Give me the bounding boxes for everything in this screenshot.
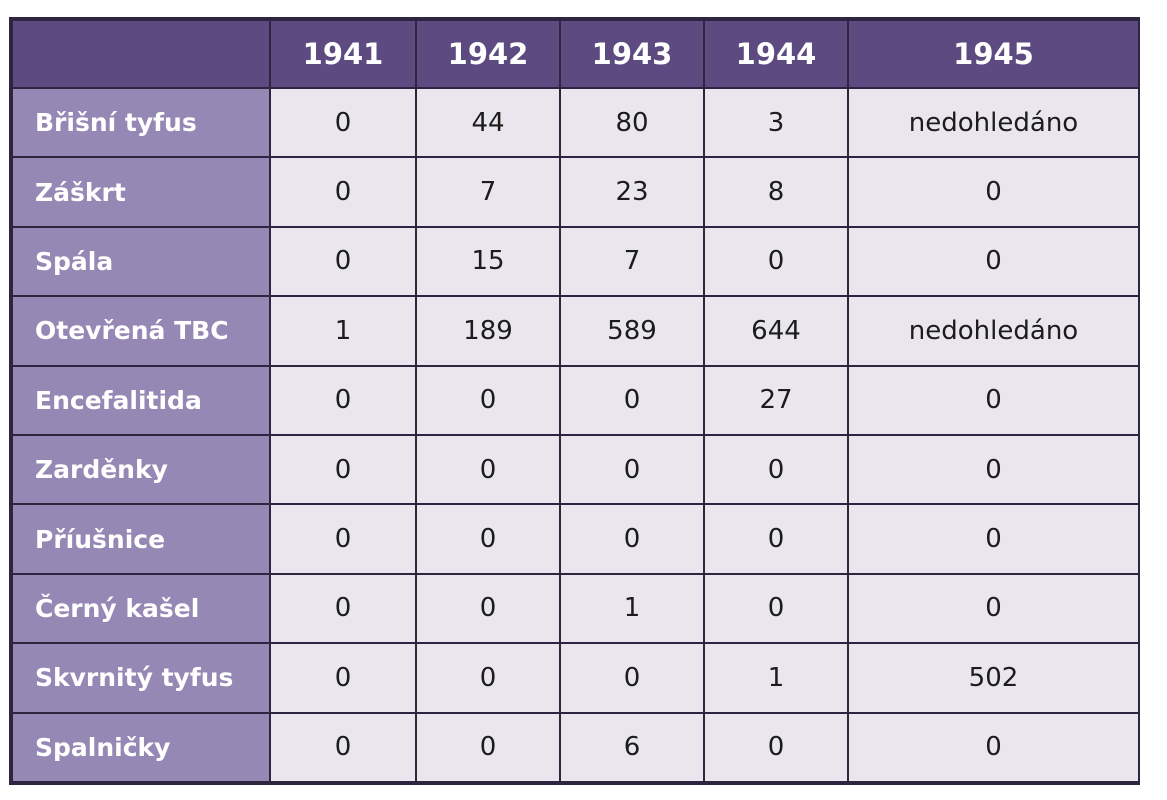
disease-cases-table: 1941 1942 1943 1944 1945 Břišní tyfus 0 … — [11, 19, 1140, 784]
table-cell: 1 — [559, 572, 705, 645]
table-cell: 0 — [269, 156, 417, 228]
table-cell: 15 — [415, 225, 561, 298]
table-cell: 0 — [847, 503, 1140, 575]
table-cell: 6 — [559, 711, 705, 784]
row-label: Břišní tyfus — [11, 86, 271, 159]
table-cell: 8 — [703, 156, 849, 228]
table-cell: 589 — [559, 295, 705, 367]
table-cell: 7 — [415, 156, 561, 228]
row-label: Spála — [11, 225, 271, 298]
table-cell: nedohledáno — [847, 295, 1140, 367]
table-cell: 0 — [559, 433, 705, 506]
table-row: Encefalitida 0 0 0 27 0 — [11, 364, 1140, 436]
table-cell: 0 — [269, 364, 417, 436]
table-cell: 44 — [415, 86, 561, 159]
row-label: Zarděnky — [11, 433, 271, 506]
table-cell: 0 — [703, 433, 849, 506]
table-cell: 0 — [269, 225, 417, 298]
table-cell: 0 — [847, 433, 1140, 506]
table-cell: 644 — [703, 295, 849, 367]
column-header-1945: 1945 — [847, 19, 1140, 89]
table-cell: 0 — [847, 225, 1140, 298]
table-cell: 0 — [415, 711, 561, 784]
table-row: Záškrt 0 7 23 8 0 — [11, 156, 1140, 228]
table-cell: 0 — [415, 572, 561, 645]
table-cell: 0 — [415, 364, 561, 436]
row-label: Černý kašel — [11, 572, 271, 645]
disease-table-container: 1941 1942 1943 1944 1945 Břišní tyfus 0 … — [9, 17, 1140, 785]
table-cell: 3 — [703, 86, 849, 159]
header-corner-cell — [11, 19, 271, 89]
row-label: Encefalitida — [11, 364, 271, 436]
table-row: Skvrnitý tyfus 0 0 0 1 502 — [11, 642, 1140, 714]
column-header-1944: 1944 — [703, 19, 849, 89]
table-cell: 0 — [559, 364, 705, 436]
table-row: Břišní tyfus 0 44 80 3 nedohledáno — [11, 86, 1140, 159]
row-label: Skvrnitý tyfus — [11, 642, 271, 714]
table-cell: 0 — [415, 503, 561, 575]
table-cell: 0 — [269, 433, 417, 506]
table-cell: 7 — [559, 225, 705, 298]
table-cell: 0 — [703, 225, 849, 298]
table-cell: 0 — [415, 433, 561, 506]
column-header-1943: 1943 — [559, 19, 705, 89]
table-row: Černý kašel 0 0 1 0 0 — [11, 572, 1140, 645]
table-cell: 27 — [703, 364, 849, 436]
column-header-1942: 1942 — [415, 19, 561, 89]
row-label: Spalničky — [11, 711, 271, 784]
table-cell: 502 — [847, 642, 1140, 714]
table-cell: 0 — [415, 642, 561, 714]
table-cell: 0 — [269, 642, 417, 714]
row-label: Příušnice — [11, 503, 271, 575]
table-cell: 0 — [559, 503, 705, 575]
table-row: Příušnice 0 0 0 0 0 — [11, 503, 1140, 575]
table-cell: 1 — [703, 642, 849, 714]
row-label: Otevřená TBC — [11, 295, 271, 367]
table-cell: 0 — [703, 711, 849, 784]
table-cell: 0 — [847, 156, 1140, 228]
table-cell: 0 — [847, 572, 1140, 645]
table-cell: 0 — [703, 503, 849, 575]
table-cell: 23 — [559, 156, 705, 228]
table-row: Spalničky 0 0 6 0 0 — [11, 711, 1140, 784]
table-cell: 1 — [269, 295, 417, 367]
table-cell: 0 — [269, 572, 417, 645]
table-cell: 0 — [847, 364, 1140, 436]
table-cell: 0 — [269, 86, 417, 159]
column-header-1941: 1941 — [269, 19, 417, 89]
table-cell: 0 — [559, 642, 705, 714]
table-cell: 0 — [269, 503, 417, 575]
table-row: Spála 0 15 7 0 0 — [11, 225, 1140, 298]
table-cell: nedohledáno — [847, 86, 1140, 159]
table-row: Otevřená TBC 1 189 589 644 nedohledáno — [11, 295, 1140, 367]
table-cell: 0 — [269, 711, 417, 784]
table-cell: 189 — [415, 295, 561, 367]
table-cell: 0 — [847, 711, 1140, 784]
table-row: Zarděnky 0 0 0 0 0 — [11, 433, 1140, 506]
table-cell: 80 — [559, 86, 705, 159]
row-label: Záškrt — [11, 156, 271, 228]
header-row: 1941 1942 1943 1944 1945 — [11, 19, 1140, 89]
table-cell: 0 — [703, 572, 849, 645]
